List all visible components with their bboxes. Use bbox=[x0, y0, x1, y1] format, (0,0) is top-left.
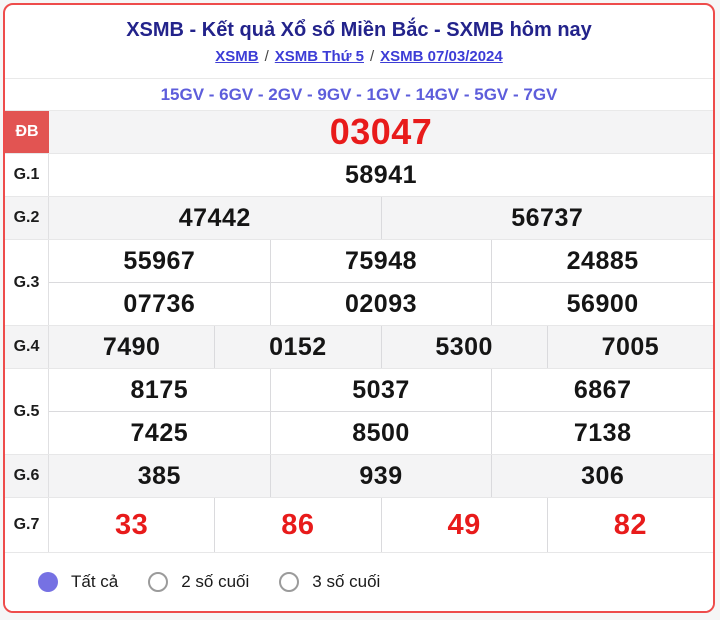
prize-values-g1: 58941 bbox=[49, 154, 713, 196]
prize-values-g4: 7490 0152 5300 7005 bbox=[49, 326, 713, 368]
prize-number: 0152 bbox=[214, 326, 380, 368]
breadcrumb-link-1[interactable]: XSMB bbox=[215, 48, 259, 65]
prize-number: 939 bbox=[269, 455, 492, 497]
prize-values-g5: 8175 5037 6867 7425 8500 7138 bbox=[49, 369, 713, 454]
prize-number: 5300 bbox=[380, 326, 547, 368]
filter-option-last-2[interactable]: 2 số cuối bbox=[148, 572, 249, 592]
prize-label-g3: G.3 bbox=[5, 240, 49, 325]
page-title: XSMB - Kết quả Xổ số Miền Bắc - SXMB hôm… bbox=[126, 19, 592, 41]
prize-values-g7: 33 86 49 82 bbox=[49, 498, 713, 552]
prize-number: 49 bbox=[380, 498, 547, 552]
prize-label-g2: G.2 bbox=[5, 197, 49, 239]
prize-structure-subtitle: 15GV - 6GV - 2GV - 9GV - 1GV - 14GV - 5G… bbox=[5, 79, 713, 111]
prize-number: 6867 bbox=[491, 369, 713, 411]
breadcrumb: XSMB / XSMB Thứ 5 / XSMB 07/03/2024 bbox=[5, 48, 713, 65]
filter-radio-group: Tất cả 2 số cuối 3 số cuối bbox=[5, 553, 713, 611]
prize-number: 07736 bbox=[123, 289, 196, 318]
prize-number: 75948 bbox=[269, 240, 492, 282]
prize-line: 8175 5037 6867 bbox=[49, 369, 713, 411]
prize-number: 24885 bbox=[491, 240, 713, 282]
results-table: ĐB 03047 G.1 58941 G.2 47442 56737 G.3 55967 7594… bbox=[5, 111, 713, 553]
prize-row-g7: G.7 33 86 49 82 bbox=[5, 498, 713, 553]
prize-number: 7005 bbox=[546, 326, 713, 368]
prize-number: 8500 bbox=[269, 412, 492, 454]
prize-row-g2: G.2 47442 56737 bbox=[5, 197, 713, 240]
prize-line: 55967 75948 24885 bbox=[49, 240, 713, 282]
prize-row-g3: G.3 55967 75948 24885 07736 02093 56900 bbox=[5, 240, 713, 326]
prize-number: 86 bbox=[214, 498, 380, 552]
prize-label-g7: G.7 bbox=[5, 498, 49, 552]
prize-label-g6: G.6 bbox=[5, 455, 49, 497]
prize-line: 385 939 306 bbox=[49, 455, 713, 497]
prize-number: 8175 bbox=[130, 375, 189, 404]
prize-row-g1: G.1 58941 bbox=[5, 154, 713, 197]
breadcrumb-link-2[interactable]: XSMB Thứ 5 bbox=[274, 48, 364, 65]
prize-values-g2: 47442 56737 bbox=[49, 197, 713, 239]
prize-label-g5: G.5 bbox=[5, 369, 49, 454]
prize-line: 33 86 49 82 bbox=[49, 498, 713, 552]
prize-line: 7490 0152 5300 7005 bbox=[49, 326, 713, 368]
prize-number: 03047 bbox=[329, 111, 433, 152]
filter-label-all: Tất cả bbox=[71, 572, 119, 591]
prize-number: 385 bbox=[137, 461, 181, 490]
breadcrumb-separator: / bbox=[369, 48, 375, 65]
prize-row-db: ĐB 03047 bbox=[5, 111, 713, 154]
prize-label-g4: G.4 bbox=[5, 326, 49, 368]
prize-number: 7138 bbox=[491, 412, 713, 454]
prize-row-g5: G.5 8175 5037 6867 7425 8500 7138 bbox=[5, 369, 713, 455]
prize-number: 56900 bbox=[491, 283, 713, 325]
filter-label-last-3: 3 số cuối bbox=[312, 572, 381, 591]
lottery-results-card: XSMB - Kết quả Xổ số Miền Bắc - SXMB hôm… bbox=[3, 3, 715, 613]
breadcrumb-separator: / bbox=[264, 48, 269, 65]
prize-values-g3: 55967 75948 24885 07736 02093 56900 bbox=[49, 240, 713, 325]
prize-values-db: 03047 bbox=[49, 111, 713, 153]
prize-number: 02093 bbox=[269, 283, 492, 325]
prize-number: 33 bbox=[114, 508, 149, 541]
prize-number: 7425 bbox=[130, 418, 189, 447]
radio-icon-last-3 bbox=[279, 572, 300, 592]
prize-row-g6: G.6 385 939 306 bbox=[5, 455, 713, 498]
prize-line: 03047 bbox=[49, 111, 713, 153]
prize-line: 7425 8500 7138 bbox=[49, 411, 713, 454]
filter-option-all[interactable]: Tất cả bbox=[38, 572, 118, 592]
prize-number: 7490 bbox=[102, 332, 161, 361]
prize-row-g4: G.4 7490 0152 5300 7005 bbox=[5, 326, 713, 369]
radio-icon-all bbox=[38, 572, 58, 592]
prize-values-g6: 385 939 306 bbox=[49, 455, 713, 497]
filter-option-last-3[interactable]: 3 số cuối bbox=[279, 572, 380, 592]
prize-number: 306 bbox=[491, 455, 713, 497]
prize-number: 56737 bbox=[380, 197, 714, 239]
prize-number: 82 bbox=[546, 498, 713, 552]
prize-label-db: ĐB bbox=[5, 111, 49, 153]
header: XSMB - Kết quả Xổ số Miền Bắc - SXMB hôm… bbox=[5, 5, 713, 79]
prize-number: 5037 bbox=[269, 369, 492, 411]
prize-line: 58941 bbox=[49, 154, 713, 196]
radio-icon-last-2 bbox=[148, 572, 169, 592]
prize-number: 58941 bbox=[344, 160, 418, 189]
prize-label-g1: G.1 bbox=[5, 154, 49, 196]
prize-line: 47442 56737 bbox=[49, 197, 713, 239]
breadcrumb-link-3[interactable]: XSMB 07/03/2024 bbox=[380, 48, 503, 65]
prize-line: 07736 02093 56900 bbox=[49, 282, 713, 325]
prize-number: 55967 bbox=[123, 246, 196, 275]
filter-label-last-2: 2 số cuối bbox=[181, 572, 250, 591]
prize-number: 47442 bbox=[178, 203, 251, 232]
